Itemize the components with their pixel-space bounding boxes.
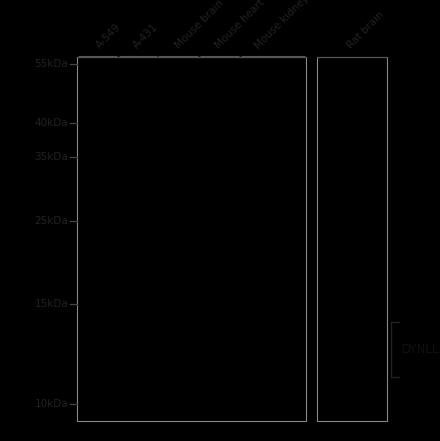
Text: A-549: A-549 xyxy=(94,22,123,51)
Bar xyxy=(77,57,306,421)
Text: Mouse brain: Mouse brain xyxy=(173,0,226,51)
Text: 35kDa: 35kDa xyxy=(34,152,68,161)
Text: Rat brain: Rat brain xyxy=(345,10,386,51)
Bar xyxy=(317,57,387,421)
Bar xyxy=(77,57,306,421)
Text: 40kDa: 40kDa xyxy=(35,119,68,128)
Text: 55kDa: 55kDa xyxy=(34,59,68,69)
Text: 15kDa: 15kDa xyxy=(34,299,68,309)
Text: 10kDa: 10kDa xyxy=(35,399,68,408)
Text: Mouse kidney: Mouse kidney xyxy=(253,0,311,51)
Text: Mouse heart: Mouse heart xyxy=(213,0,266,51)
Text: DYNLL2: DYNLL2 xyxy=(402,343,440,356)
Text: 25kDa: 25kDa xyxy=(34,216,68,225)
Bar xyxy=(317,57,387,421)
Text: A-431: A-431 xyxy=(132,22,160,51)
